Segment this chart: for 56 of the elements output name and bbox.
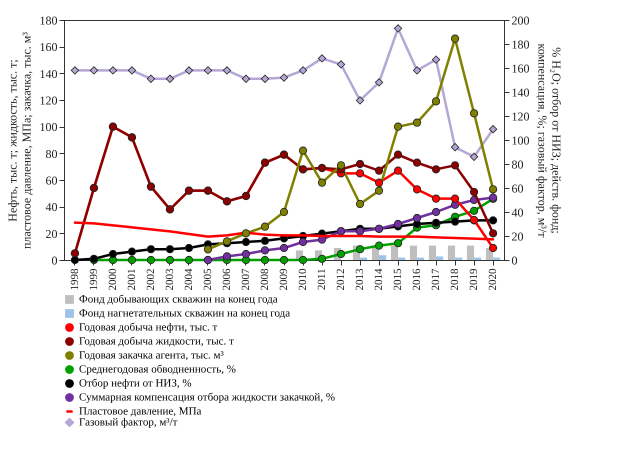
legend-label: Газовый фактор, м³/т: [79, 416, 178, 428]
y-tick-label: 160: [40, 40, 58, 54]
y2-tick-label: 200: [512, 14, 530, 28]
x-tick-label: 2013: [354, 268, 366, 290]
x-tick-label: 2000: [106, 268, 119, 290]
x-tick-label: 2003: [164, 268, 176, 290]
y2-tick-label: 0: [512, 254, 518, 268]
x-tick-label: 2001: [126, 268, 138, 290]
y2-tick-label: 80: [512, 158, 524, 172]
legend-label: Отбор нефти от НИЗ, %: [79, 378, 192, 390]
y-tick-label: 180: [40, 14, 58, 28]
y-axis-title: Нефть, тыс. т; жидкость, тыс. т; пластовое давление, МПа; закачка, тыс. м³: [6, 32, 34, 250]
x-tick-label: 2008: [258, 268, 271, 290]
x-tick-label: 2006: [220, 268, 233, 290]
y2-tick-label: 120: [512, 110, 530, 124]
legend-label: Среднегодовая обводненность, %: [79, 364, 236, 376]
x-tick-label: 2004: [182, 268, 195, 290]
y2-tick-label: 140: [512, 86, 530, 100]
y2-tick-label: 100: [512, 134, 530, 148]
legend-label: Фонд нагнетательных скважин на конец года: [79, 308, 290, 320]
y-tick-label: 40: [46, 200, 58, 214]
y2-tick-label: 60: [512, 182, 524, 196]
x-tick-label: 2012: [335, 268, 348, 290]
y-tick-label: 140: [40, 66, 58, 81]
legend-label: Суммарная компенсация отбора жидкости закачкой, %: [79, 392, 335, 404]
y-tick-label: 20: [46, 226, 58, 241]
x-tick-label: 1999: [88, 268, 100, 290]
y-tick-label: 0: [52, 254, 58, 268]
x-tick-label: 1998: [68, 268, 81, 290]
legend-label: Пластовое давление, МПа: [79, 406, 202, 418]
x-tick-label: 2016: [411, 268, 424, 290]
x-tick-label: 2010: [297, 268, 310, 290]
y2-axis-title: % H₂O; отбор от НИЗ; действ. фонд; компенсация, %; газовый фактор, м³/т: [536, 44, 564, 238]
y-tick-label: 120: [40, 94, 58, 108]
x-tick-label: 2015: [392, 268, 404, 290]
x-tick-label: 2017: [430, 268, 442, 290]
y-tick-label: 80: [46, 146, 58, 161]
x-tick-label: 2019: [468, 268, 480, 290]
x-tick-label: 2014: [373, 268, 386, 290]
x-tick-label: 2009: [278, 268, 290, 290]
x-tick-label: 2002: [144, 268, 157, 290]
x-tick-label: 2011: [316, 268, 328, 290]
legend-label: Фонд добывающих скважин на конец года: [79, 294, 278, 306]
y2-tick-label: 20: [512, 230, 524, 244]
y2-tick-label: 160: [512, 62, 530, 76]
x-tick-label: 2007: [240, 268, 252, 290]
x-tick-label: 2018: [449, 268, 462, 290]
x-tick-label: 2020: [487, 268, 500, 290]
legend-label: Годовая добыча нефти, тыс. т: [79, 322, 218, 334]
y2-tick-label: 40: [512, 206, 524, 220]
y-tick-label: 100: [40, 120, 58, 134]
legend-label: Годовая закачка агента, тыс. м³: [79, 350, 224, 362]
x-tick-label: 2005: [202, 268, 214, 290]
y2-tick-label: 180: [512, 38, 530, 52]
legend-label: Годовая добыча жидкости, тыс. т: [79, 336, 234, 348]
y-tick-label: 60: [46, 174, 58, 188]
